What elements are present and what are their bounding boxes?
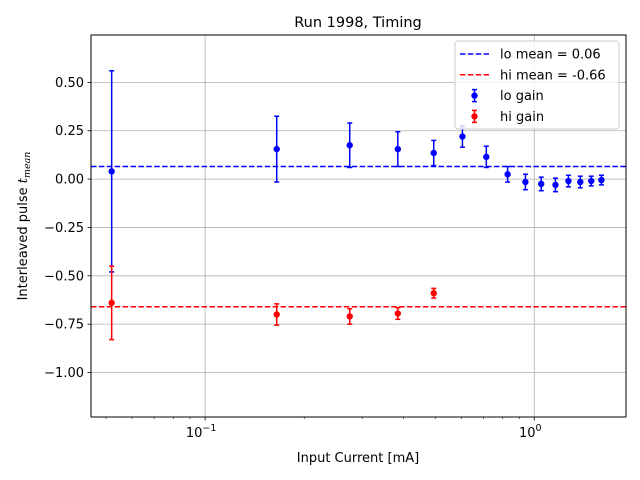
chart-title: Run 1998, Timing xyxy=(294,15,422,31)
legend-swatch-marker xyxy=(471,92,478,99)
y-tick-label: −0.50 xyxy=(44,269,84,284)
data-point xyxy=(430,290,437,297)
data-point xyxy=(346,313,353,320)
data-point xyxy=(565,177,572,185)
y-tick-label: −0.75 xyxy=(44,318,84,333)
data-point xyxy=(273,311,280,318)
y-axis-label-main: Interleaved pulse xyxy=(16,183,31,300)
legend-label: hi gain xyxy=(500,110,544,125)
y-tick-label: −1.00 xyxy=(44,366,84,381)
legend-box xyxy=(454,40,620,130)
grid xyxy=(91,35,626,417)
data-point xyxy=(394,145,402,153)
y-tick-label: −0.25 xyxy=(44,221,84,236)
series-hi-gain xyxy=(108,265,437,341)
x-tick-label: 10−1 xyxy=(186,423,217,441)
y-tick-label: 0.25 xyxy=(55,124,84,139)
y-axis-label-symbol: t xyxy=(16,177,31,183)
series-lo-gain xyxy=(108,70,605,273)
x-tick-base: 10 xyxy=(186,426,203,441)
data-point xyxy=(108,168,115,175)
data-point xyxy=(504,171,511,178)
legend-swatch-marker xyxy=(471,113,478,120)
data-point xyxy=(522,178,529,186)
data-point xyxy=(459,133,466,140)
y-axis-label: Interleaved pulse tmean xyxy=(16,152,33,301)
x-tick-exponent: 0 xyxy=(536,423,542,434)
legend: lo mean = 0.06 hi mean = -0.66 lo gain hi g… xyxy=(454,40,620,130)
data-point xyxy=(552,181,559,189)
x-axis-label: Input Current [mA] xyxy=(297,451,419,466)
y-tick-label: 0.00 xyxy=(55,173,84,188)
legend-label: lo gain xyxy=(500,89,544,104)
data-point xyxy=(346,142,353,149)
reference-lines xyxy=(91,165,626,308)
data-series xyxy=(108,70,605,341)
y-tick-label: 0.50 xyxy=(55,76,84,91)
legend-label: lo mean = 0.06 xyxy=(500,48,601,63)
x-tick-base: 10 xyxy=(519,426,536,441)
data-point xyxy=(577,178,584,186)
data-point xyxy=(273,145,280,153)
data-point xyxy=(598,176,605,184)
y-axis-label-subscript: mean xyxy=(22,152,33,178)
x-tick-label: 100 xyxy=(519,423,542,441)
data-point xyxy=(430,149,437,157)
x-tick-exponent: −1 xyxy=(202,423,216,434)
data-point xyxy=(588,177,595,185)
legend-label: hi mean = -0.66 xyxy=(500,68,606,83)
data-point xyxy=(108,299,115,307)
data-point xyxy=(394,310,402,317)
data-point xyxy=(483,153,490,161)
data-point xyxy=(538,180,545,188)
plot-frame xyxy=(90,34,627,418)
